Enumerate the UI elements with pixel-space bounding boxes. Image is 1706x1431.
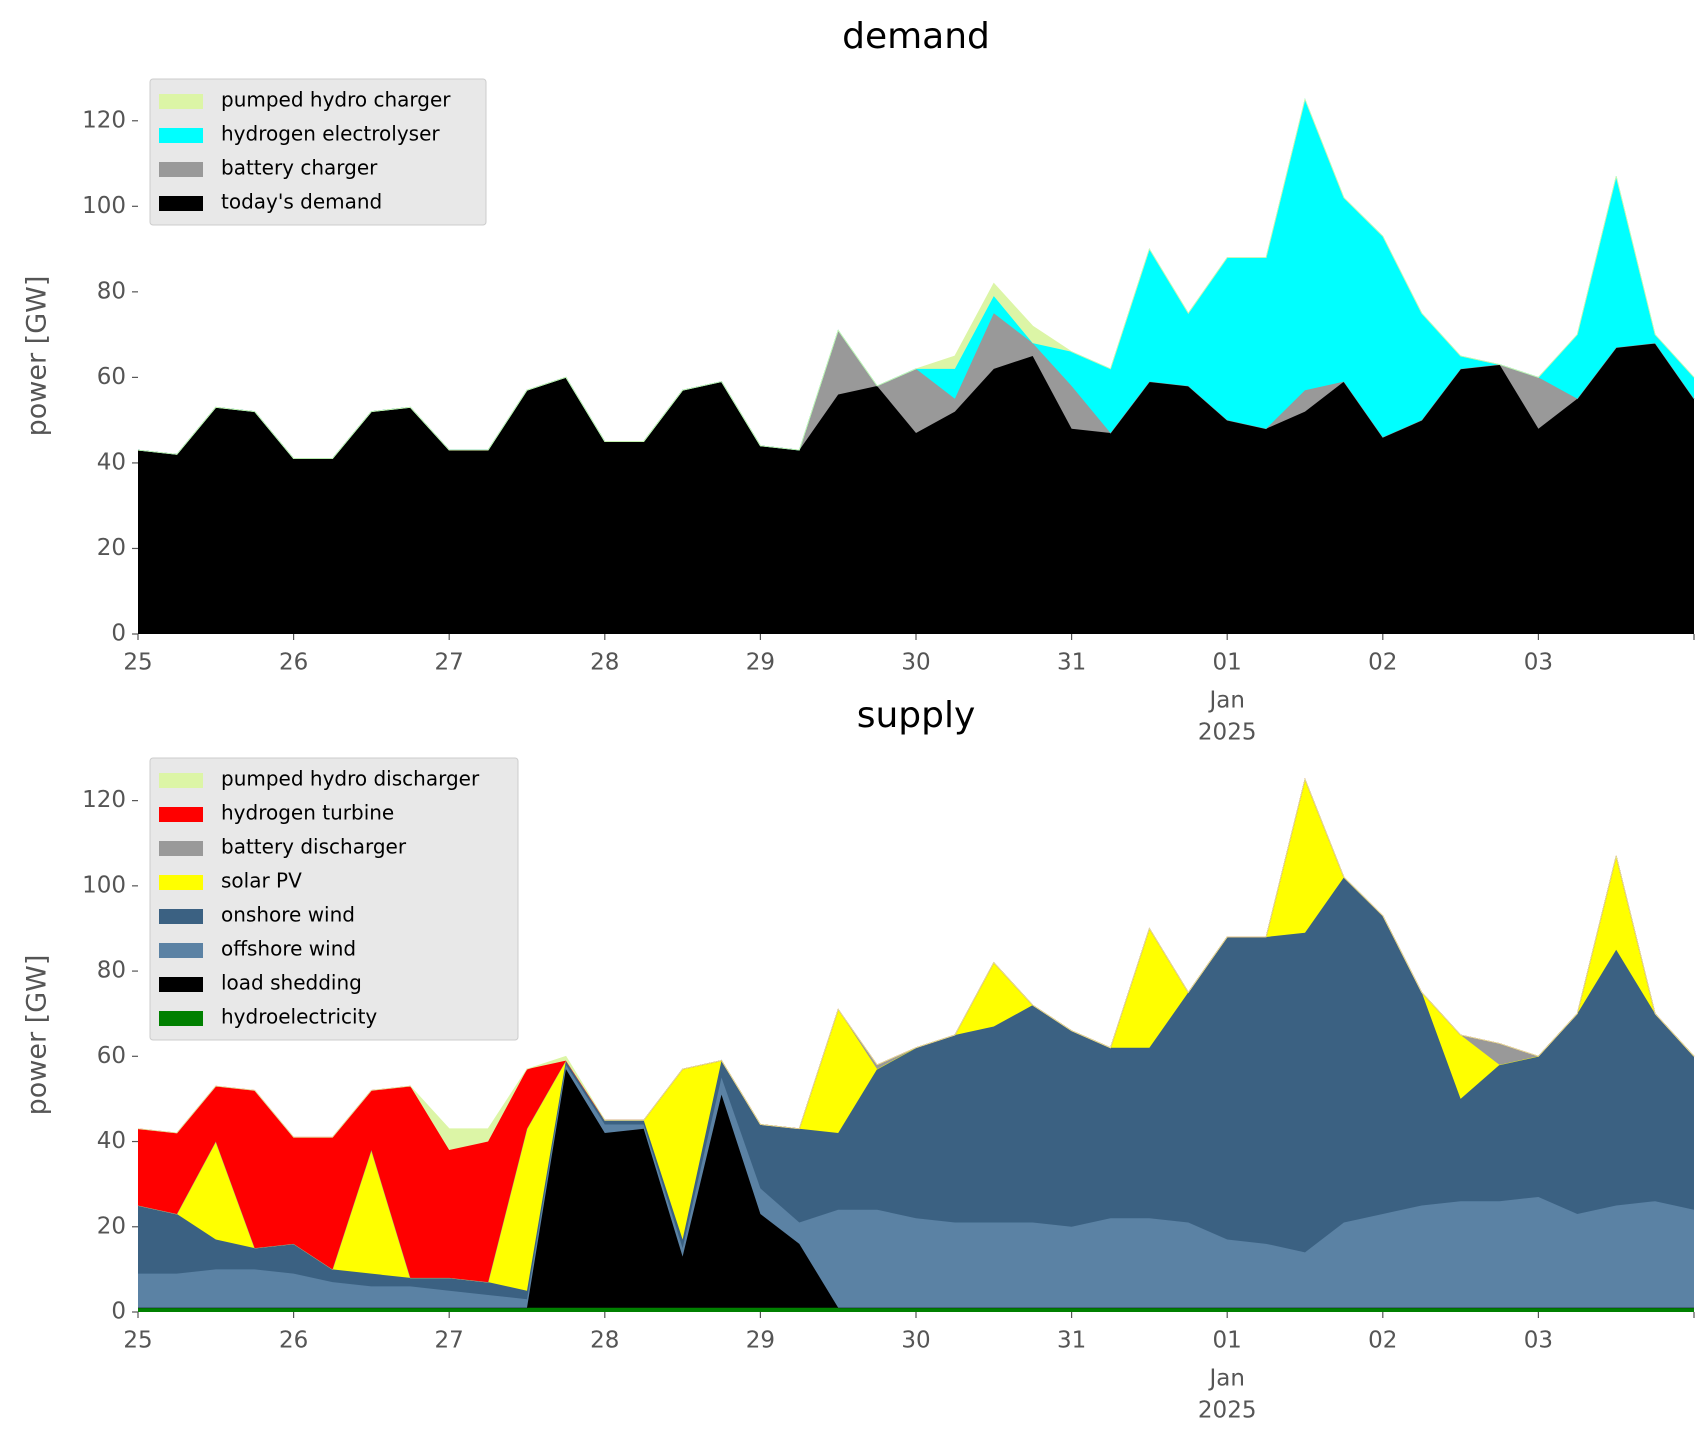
legend-label: load shedding	[221, 971, 362, 995]
y-tick-label: 60	[97, 1043, 126, 1069]
legend-swatch	[159, 875, 203, 890]
x-tick-label: 26	[279, 1328, 308, 1354]
y-tick-label: 40	[97, 1128, 126, 1154]
x-tick-sublabel: 2025	[1198, 1398, 1257, 1424]
y-tick-label: 120	[82, 787, 126, 813]
x-tick-label: 25	[123, 1328, 152, 1354]
legend-swatch	[159, 196, 203, 211]
y-tick-label: 100	[82, 193, 126, 219]
chart-title: demand	[842, 16, 990, 57]
x-tick-label: 27	[435, 1328, 464, 1354]
x-tick-label: 31	[1057, 1328, 1086, 1354]
x-tick-label: 29	[746, 650, 775, 676]
y-tick-label: 0	[111, 621, 126, 647]
x-tick-sublabel: 2025	[1198, 720, 1257, 746]
legend-swatch	[159, 1011, 203, 1026]
legend-swatch	[159, 162, 203, 177]
x-tick-label: 01	[1213, 1328, 1242, 1354]
legend-label: solar PV	[221, 869, 302, 893]
x-tick-label: 01	[1213, 650, 1242, 676]
y-tick-label: 40	[97, 449, 126, 475]
plot-area	[137, 78, 1695, 634]
legend-swatch	[159, 909, 203, 924]
legend-swatch	[159, 943, 203, 958]
area-fill	[138, 877, 1694, 1300]
legend-box	[149, 78, 487, 226]
x-tick-sublabel: Jan	[1207, 1366, 1244, 1392]
x-tick-label: 02	[1368, 650, 1397, 676]
y-tick-label: 100	[82, 872, 126, 898]
x-tick-sublabel: Jan	[1207, 688, 1244, 714]
area-fill	[138, 99, 1694, 459]
x-tick-label: 29	[746, 1328, 775, 1354]
x-tick-label: 30	[901, 1328, 930, 1354]
legend-label: pumped hydro charger	[221, 88, 451, 112]
legend-swatch	[159, 773, 203, 788]
legend-label: onshore wind	[221, 903, 355, 927]
x-tick-label: 31	[1057, 650, 1086, 676]
x-tick-label: 28	[590, 650, 619, 676]
x-tick-label: 28	[590, 1328, 619, 1354]
plot-area	[137, 758, 1695, 1312]
y-tick-label: 20	[97, 535, 126, 561]
area-fill	[138, 1307, 1694, 1312]
y-axis-label: power [GW]	[22, 276, 53, 437]
legend-label: offshore wind	[221, 937, 356, 961]
legend-label: hydrogen electrolyser	[221, 122, 440, 146]
x-tick-label: 03	[1524, 1328, 1553, 1354]
legend-swatch	[159, 94, 203, 109]
y-tick-label: 80	[97, 958, 126, 984]
area-fill	[138, 779, 1694, 1291]
legend-label: hydrogen turbine	[221, 801, 394, 825]
y-tick-label: 60	[97, 364, 126, 390]
legend-swatch	[159, 841, 203, 856]
chart-title: supply	[857, 695, 976, 736]
legend: pumped hydro discharger hydrogen turbine b…	[149, 757, 519, 1041]
legend-label: hydroelectricity	[221, 1005, 377, 1029]
legend-label: battery discharger	[221, 835, 407, 859]
area-fill	[138, 313, 1694, 459]
x-tick-label: 26	[279, 650, 308, 676]
x-tick-label: 25	[123, 650, 152, 676]
y-tick-label: 80	[97, 278, 126, 304]
legend: pumped hydro charger hydrogen electrolyse…	[149, 78, 487, 226]
y-axis-label: power [GW]	[22, 955, 53, 1116]
x-tick-label: 02	[1368, 1328, 1397, 1354]
y-tick-label: 20	[97, 1213, 126, 1239]
y-tick-label: 0	[111, 1299, 126, 1325]
area-fill	[138, 1064, 1694, 1308]
legend-label: battery charger	[221, 156, 378, 180]
area-edge	[137, 98, 1695, 460]
legend-swatch	[159, 977, 203, 992]
x-tick-label: 30	[901, 650, 930, 676]
area-fill	[138, 343, 1694, 634]
legend-label: pumped hydro discharger	[221, 767, 480, 791]
legend-swatch	[159, 807, 203, 822]
x-tick-label: 03	[1524, 650, 1553, 676]
area-edge	[137, 777, 1695, 1138]
x-tick-label: 27	[435, 650, 464, 676]
legend-box	[149, 757, 519, 1041]
legend-label: today's demand	[221, 190, 382, 214]
legend-swatch	[159, 128, 203, 143]
y-tick-label: 120	[82, 107, 126, 133]
area-fill	[138, 779, 1694, 1283]
